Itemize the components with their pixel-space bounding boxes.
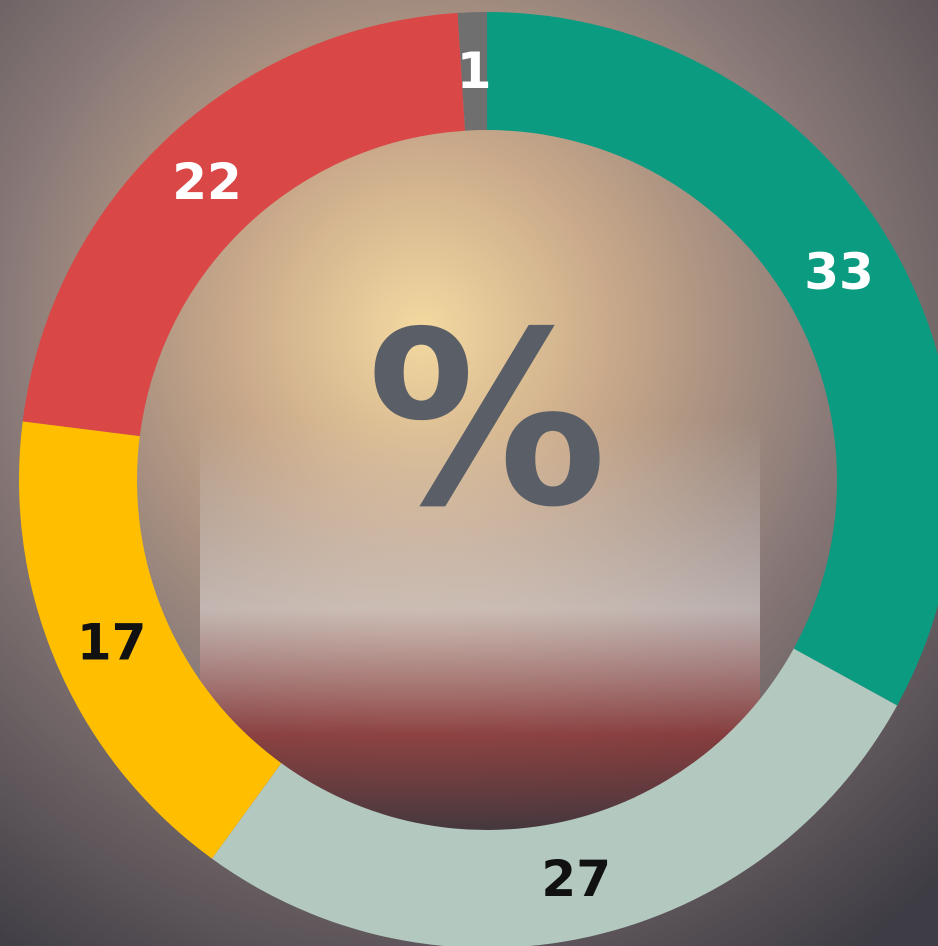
donut [18,12,938,946]
background-photo [200,420,760,840]
donut-slice [211,648,898,946]
data-label: 27 [541,850,611,908]
data-label: 1 [457,42,492,100]
data-label: 17 [77,613,147,671]
data-label: 22 [172,153,242,211]
donut-slice [22,12,466,437]
donut-slice [487,12,938,706]
donut-slice [457,12,487,131]
donut-slice [18,421,282,859]
data-label: 33 [804,243,874,301]
center-label: % [367,280,607,560]
